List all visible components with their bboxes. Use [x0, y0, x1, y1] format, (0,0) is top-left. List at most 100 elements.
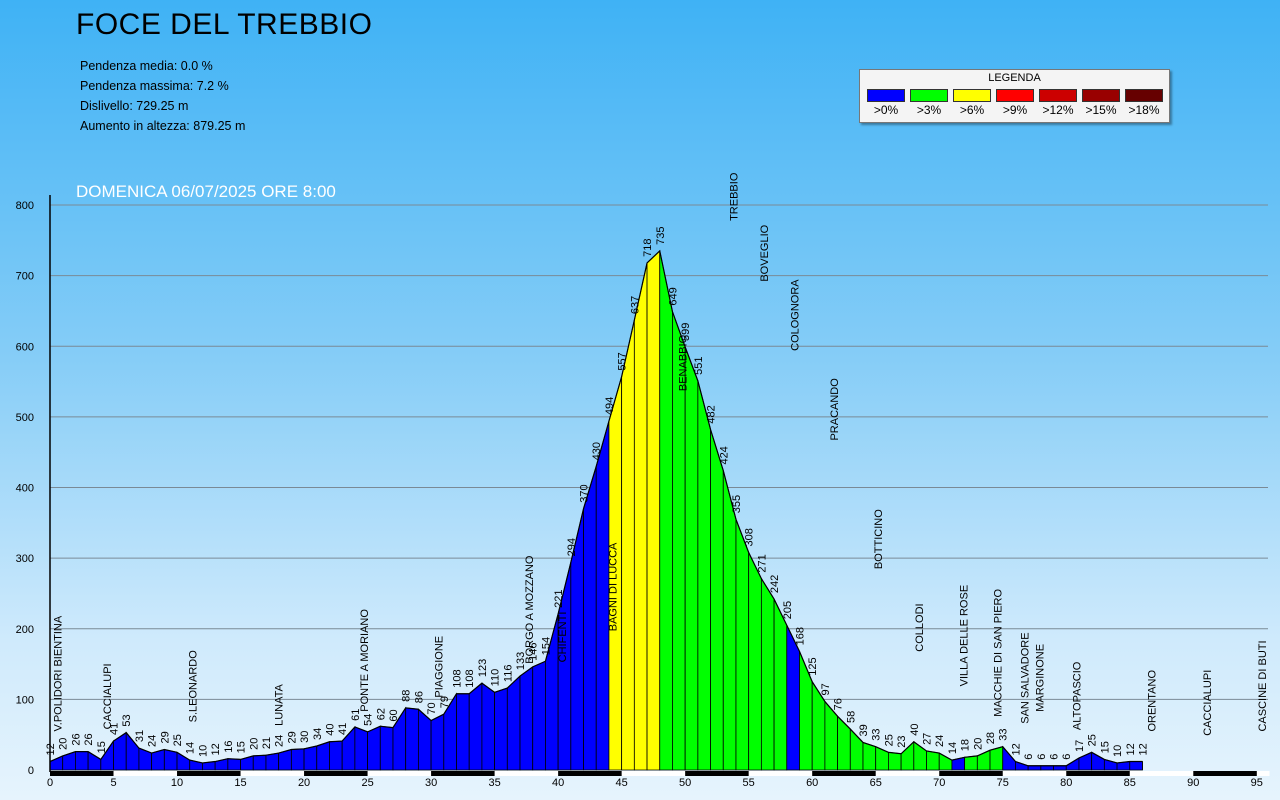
profile-segment — [633, 262, 648, 771]
legend-item: >6% — [953, 89, 991, 117]
profile-segment — [87, 750, 102, 771]
legend-swatch — [953, 89, 991, 102]
elevation-label: 25 — [883, 734, 895, 746]
legend-label: >18% — [1128, 103, 1160, 117]
place-label: COLLODI — [914, 603, 926, 651]
x-tick-label: 40 — [552, 777, 564, 789]
profile-segment — [506, 675, 521, 771]
elevation-label: 54 — [363, 714, 375, 726]
y-tick-label: 400 — [16, 483, 34, 495]
x-tick-label: 30 — [425, 777, 437, 789]
elevation-label: 599 — [680, 323, 692, 341]
x-tick-label: 10 — [171, 777, 183, 789]
x-tick-label: 85 — [1124, 777, 1136, 789]
elevation-label: 40 — [324, 724, 336, 736]
profile-segment — [735, 519, 750, 771]
profile-segment — [329, 740, 343, 771]
x-tick-label: 75 — [997, 777, 1009, 789]
place-label: CASCINE DI BUTI — [1257, 640, 1269, 731]
elevation-label: 133 — [515, 652, 527, 670]
elevation-label: 637 — [629, 296, 641, 314]
elevation-label: 308 — [744, 528, 756, 546]
x-axis-km-band — [431, 771, 495, 776]
elevation-label: 16 — [223, 740, 235, 752]
elevation-label: 125 — [807, 657, 819, 675]
place-label: ALTOPASCIO — [1071, 661, 1083, 730]
place-label: ORENTANO — [1146, 670, 1158, 732]
elevation-label: 70 — [426, 702, 438, 714]
elevation-label: 17 — [1074, 740, 1086, 752]
elevation-label: 25 — [1087, 734, 1099, 746]
profile-outline — [49, 249, 1143, 767]
x-tick-label: 5 — [110, 777, 116, 789]
elevation-label: 76 — [833, 698, 845, 710]
elevation-label: 25 — [172, 734, 184, 746]
elevation-label: 53 — [121, 714, 133, 726]
elevation-label: 12 — [1010, 743, 1022, 755]
profile-segment — [519, 666, 534, 771]
legend-label: >12% — [1042, 103, 1074, 117]
legend-label: >0% — [873, 103, 899, 117]
profile-segment — [938, 752, 953, 771]
event-date: DOMENICA 06/07/2025 ORE 8:00 — [76, 182, 336, 201]
x-axis-km-band — [685, 771, 749, 776]
elevation-label: 6 — [1049, 754, 1061, 760]
elevation-label: 61 — [350, 709, 362, 721]
place-label: MACCHIE DI SAN PIERO — [993, 589, 1005, 717]
x-tick-label: 95 — [1251, 777, 1263, 789]
page-title: FOCE DEL TREBBIO — [76, 8, 373, 41]
place-label: PRACANDO — [829, 378, 841, 441]
elevation-label: 86 — [413, 691, 425, 703]
x-tick-label: 65 — [870, 777, 882, 789]
elevation-label: 110 — [490, 669, 502, 687]
profile-segment — [354, 726, 368, 771]
x-tick-label: 60 — [806, 777, 818, 789]
profile-segment — [1040, 765, 1054, 771]
profile-segment — [646, 249, 661, 771]
legend-swatch — [867, 89, 905, 102]
elevation-label: 15 — [1099, 741, 1111, 753]
y-tick-label: 300 — [16, 553, 34, 565]
profile-segment — [760, 577, 775, 771]
x-axis-km-band — [1193, 771, 1257, 776]
elevation-label: 6 — [1036, 754, 1048, 760]
legend-item: >12% — [1039, 89, 1077, 117]
profile-segment — [163, 749, 178, 771]
legend-item: >15% — [1082, 89, 1120, 117]
place-label: PONTE A MORIANO — [359, 609, 371, 712]
elevation-label: 79 — [439, 696, 451, 708]
profile-segment — [964, 755, 978, 771]
profile-segment — [926, 750, 940, 771]
profile-segment — [748, 552, 762, 771]
stats-block: Pendenza media: 0.0 % Pendenza massima: … — [80, 56, 245, 136]
y-tick-label: 600 — [16, 341, 34, 353]
profile-segment — [1129, 761, 1143, 771]
profile-segment — [379, 725, 394, 771]
elevation-label: 24 — [934, 735, 946, 747]
elevation-label: 58 — [845, 711, 857, 723]
x-tick-label: 0 — [47, 777, 53, 789]
elevation-label: 12 — [1125, 743, 1137, 755]
x-axis-km-band — [1066, 771, 1130, 776]
elevation-label: 154 — [540, 637, 552, 655]
profile-segment — [532, 660, 546, 771]
legend-swatch — [910, 89, 948, 102]
x-tick-label: 80 — [1060, 777, 1072, 789]
profile-segment — [265, 752, 280, 771]
profile-segment — [430, 713, 445, 771]
elevation-label: 60 — [388, 709, 400, 721]
x-tick-label: 55 — [743, 777, 755, 789]
place-label: CACCIALUPI — [102, 663, 114, 729]
elevation-label: 424 — [718, 446, 730, 464]
profile-segment — [316, 741, 330, 771]
place-label: TREBBIO — [728, 172, 740, 221]
elevation-label: 24 — [147, 735, 159, 747]
elevation-label: 12 — [1137, 743, 1149, 755]
y-tick-label: 700 — [16, 271, 34, 283]
place-label: MARGINONE — [1035, 644, 1047, 712]
y-tick-label: 500 — [16, 412, 34, 424]
x-axis-km-band — [177, 771, 241, 776]
y-tick-label: 800 — [16, 200, 34, 212]
elevation-label: 15 — [96, 741, 108, 753]
